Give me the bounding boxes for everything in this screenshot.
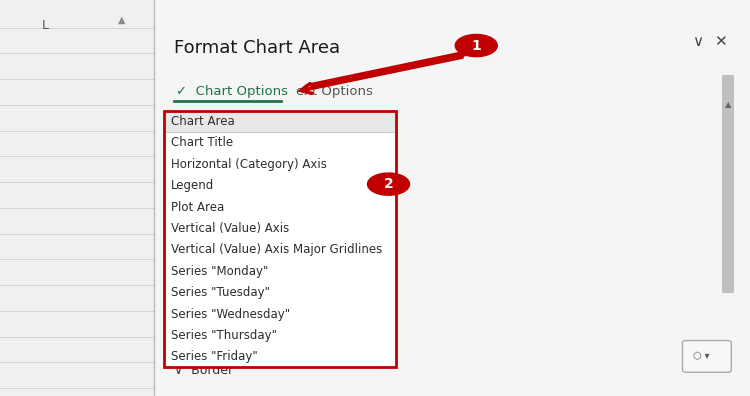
FancyBboxPatch shape bbox=[722, 75, 734, 293]
Text: Horizontal (Category) Axis: Horizontal (Category) Axis bbox=[171, 158, 327, 171]
Text: ∨  Border: ∨ Border bbox=[174, 364, 233, 377]
Text: Vertical (Value) Axis Major Gridlines: Vertical (Value) Axis Major Gridlines bbox=[171, 244, 382, 256]
Text: Series "Friday": Series "Friday" bbox=[171, 350, 258, 363]
Text: L: L bbox=[41, 19, 49, 32]
Text: Series "Tuesday": Series "Tuesday" bbox=[171, 286, 270, 299]
Text: Chart Title: Chart Title bbox=[171, 137, 233, 149]
Text: ▲: ▲ bbox=[118, 15, 125, 25]
Text: 1: 1 bbox=[471, 38, 482, 53]
Text: ✕: ✕ bbox=[714, 34, 726, 49]
FancyBboxPatch shape bbox=[682, 341, 731, 372]
FancyBboxPatch shape bbox=[164, 111, 396, 367]
Text: Legend: Legend bbox=[171, 179, 214, 192]
Text: Series "Thursday": Series "Thursday" bbox=[171, 329, 277, 342]
Circle shape bbox=[455, 34, 497, 57]
Text: Format Chart Area: Format Chart Area bbox=[174, 38, 340, 57]
Text: ✓  Chart Options: ✓ Chart Options bbox=[176, 85, 288, 97]
FancyBboxPatch shape bbox=[154, 0, 750, 396]
Text: 2: 2 bbox=[383, 177, 393, 191]
Text: Chart Area: Chart Area bbox=[171, 115, 235, 128]
Text: Series "Wednesday": Series "Wednesday" bbox=[171, 308, 290, 320]
Text: Plot Area: Plot Area bbox=[171, 201, 224, 213]
Text: ∨: ∨ bbox=[692, 34, 703, 49]
Text: ext Options: ext Options bbox=[296, 85, 374, 97]
FancyBboxPatch shape bbox=[0, 0, 154, 396]
Text: Vertical (Value) Axis: Vertical (Value) Axis bbox=[171, 222, 290, 235]
Text: ⬡ ▾: ⬡ ▾ bbox=[693, 351, 709, 362]
Circle shape bbox=[368, 173, 410, 195]
FancyBboxPatch shape bbox=[164, 111, 396, 132]
Text: ▲: ▲ bbox=[725, 101, 731, 109]
Text: Series "Monday": Series "Monday" bbox=[171, 265, 268, 278]
